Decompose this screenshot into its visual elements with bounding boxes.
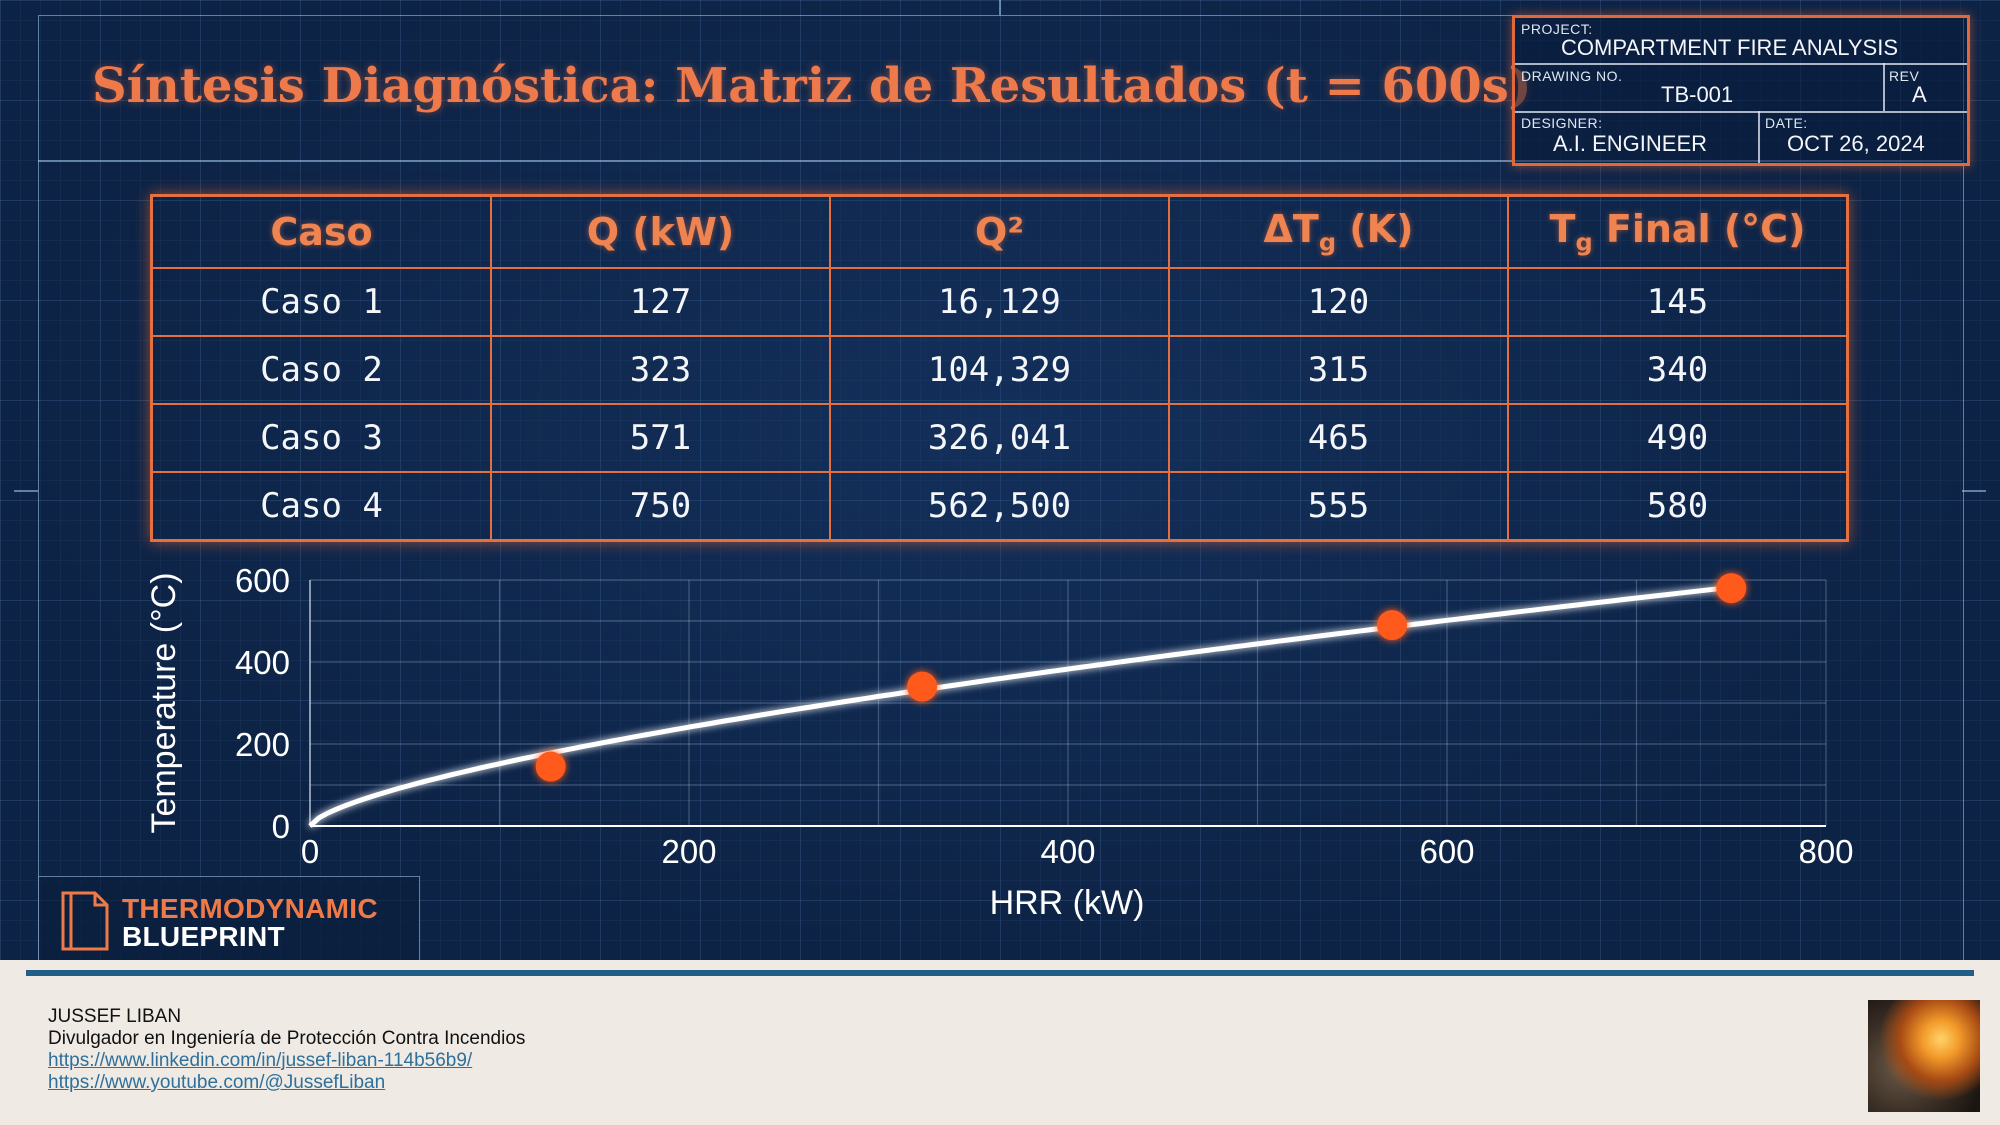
table-cell: 16,129 <box>829 267 1170 337</box>
author-role: Divulgador en Ingeniería de Protección C… <box>48 1028 526 1049</box>
y-tick-label: 600 <box>235 562 290 599</box>
date-label: DATE: <box>1765 115 1808 131</box>
y-tick-label: 400 <box>235 644 290 681</box>
table-cell: 465 <box>1168 403 1509 473</box>
footer-divider <box>26 970 1974 976</box>
project-label: PROJECT: <box>1521 21 1593 37</box>
brand-name-line2: BLUEPRINT <box>122 921 285 952</box>
data-point <box>535 751 566 782</box>
table-cell: Caso 1 <box>150 267 492 337</box>
center-mark-top <box>999 0 1001 15</box>
slide-canvas: Síntesis Diagnóstica: Matriz de Resultad… <box>0 0 2000 960</box>
x-tick-label: 800 <box>1798 833 1853 870</box>
data-point <box>1716 573 1747 604</box>
y-axis-label: Temperature (°C) <box>145 572 183 833</box>
table-cell: 326,041 <box>829 403 1170 473</box>
chart-axes <box>309 580 1826 827</box>
table-header-row: Caso Q (kW) Q² ΔTg (K) Tg Final (°C) <box>150 194 1849 269</box>
table-cell: 571 <box>490 403 831 473</box>
header-q: Q (kW) <box>490 194 831 269</box>
table-cell: 104,329 <box>829 335 1170 405</box>
header-delta-tg: ΔTg (K) <box>1168 194 1509 269</box>
outer-frame <box>38 15 1964 960</box>
author-photo <box>1868 1000 1980 1112</box>
table-row: Caso 3 571 326,041 465 490 <box>150 403 1849 473</box>
title-block-divider <box>1515 63 1967 65</box>
table-cell: Caso 3 <box>150 403 492 473</box>
table-cell: 562,500 <box>829 471 1170 542</box>
table-cell: 580 <box>1507 471 1849 542</box>
table-cell: Caso 4 <box>150 471 492 542</box>
x-axis-label: HRR (kW) <box>990 884 1145 922</box>
linkedin-link[interactable]: https://www.linkedin.com/in/jussef-liban… <box>48 1050 473 1071</box>
blueprint-book-icon <box>61 891 109 951</box>
y-tick-label: 0 <box>272 808 290 845</box>
title-block-divider <box>1758 111 1760 163</box>
results-table: Caso Q (kW) Q² ΔTg (K) Tg Final (°C) Cas… <box>150 194 1849 542</box>
x-tick-label: 600 <box>1419 833 1474 870</box>
project-value: COMPARTMENT FIRE ANALYSIS <box>1561 35 1898 60</box>
table-cell: 555 <box>1168 471 1509 542</box>
revision-value: A <box>1912 82 1927 107</box>
revision-label: REV <box>1889 68 1920 84</box>
center-mark-right <box>1962 490 1986 492</box>
header-caso: Caso <box>150 194 492 269</box>
brand-name-line1: THERMODYNAMIC <box>122 893 378 924</box>
series-line <box>308 584 1732 828</box>
drawing-number-value: TB-001 <box>1661 82 1734 107</box>
designer-value: A.I. ENGINEER <box>1553 131 1708 156</box>
chart-grid <box>309 579 1827 827</box>
table-row: Caso 4 750 562,500 555 580 <box>150 471 1849 542</box>
title-block-divider <box>1515 111 1967 113</box>
title-block-divider <box>1883 63 1885 111</box>
table-cell: 340 <box>1507 335 1849 405</box>
author-credits: JUSSEF LIBAN Divulgador en Ingeniería de… <box>48 1006 525 1094</box>
drawing-number-label: DRAWING NO. <box>1521 68 1623 84</box>
table-cell: 127 <box>490 267 831 337</box>
table-row: Caso 2 323 104,329 315 340 <box>150 335 1849 405</box>
data-point <box>1377 610 1408 641</box>
title-rule <box>38 160 1962 162</box>
header-tg-final: Tg Final (°C) <box>1507 194 1849 269</box>
table-cell: Caso 2 <box>150 335 492 405</box>
table-cell: 750 <box>490 471 831 542</box>
page-title: Síntesis Diagnóstica: Matriz de Resultad… <box>92 58 1532 114</box>
table-cell: 120 <box>1168 267 1509 337</box>
chart-points <box>535 573 1747 782</box>
x-tick-label: 400 <box>1040 833 1095 870</box>
table-cell: 323 <box>490 335 831 405</box>
date-value: OCT 26, 2024 <box>1787 131 1925 156</box>
designer-label: DESIGNER: <box>1521 115 1603 131</box>
brand-logo: THERMODYNAMIC BLUEPRINT <box>38 876 420 960</box>
temperature-hrr-chart: 0 200 400 600 800 0 200 400 600 HRR (kW) Tempera… <box>145 562 1854 922</box>
center-mark-left <box>14 490 38 492</box>
data-point <box>907 671 938 702</box>
table-cell: 145 <box>1507 267 1849 337</box>
x-tick-label: 200 <box>661 833 716 870</box>
drawing-title-block: PROJECT: COMPARTMENT FIRE ANALYSIS DRAWI… <box>1512 15 1970 166</box>
youtube-link[interactable]: https://www.youtube.com/@JussefLiban <box>48 1072 386 1093</box>
x-tick-label: 0 <box>301 833 319 870</box>
author-name: JUSSEF LIBAN <box>48 1006 182 1027</box>
chart-tick-labels: 0 200 400 600 800 0 200 400 600 <box>235 562 1854 870</box>
table-row: Caso 1 127 16,129 120 145 <box>150 267 1849 337</box>
table-cell: 490 <box>1507 403 1849 473</box>
header-q-squared: Q² <box>829 194 1170 269</box>
table-cell: 315 <box>1168 335 1509 405</box>
y-tick-label: 200 <box>235 726 290 763</box>
